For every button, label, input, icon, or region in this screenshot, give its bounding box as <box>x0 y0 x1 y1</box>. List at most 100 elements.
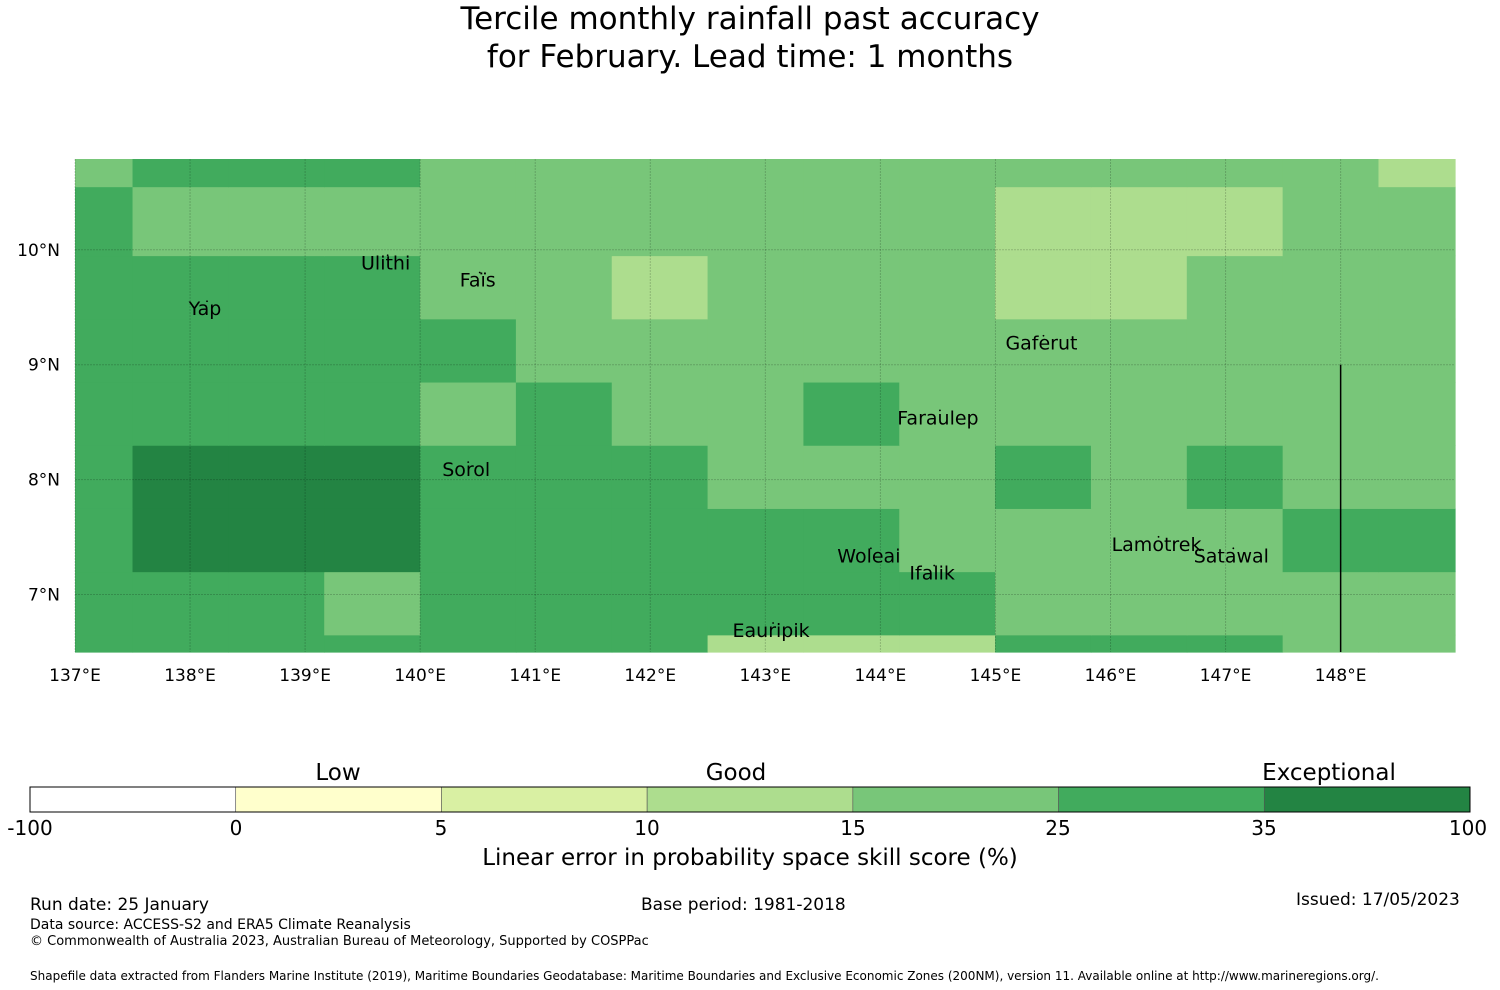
map-cell <box>1378 318 1456 383</box>
map-cell <box>75 381 134 446</box>
map-cell <box>75 445 134 509</box>
longitude-tick-label: 147°E <box>1200 666 1252 686</box>
longitude-tick-label: 137°E <box>49 666 101 686</box>
map-cell <box>899 445 996 509</box>
map-cell <box>132 159 229 188</box>
longitude-tick-label: 139°E <box>279 666 331 686</box>
place-label: Gaferut <box>1005 333 1077 355</box>
map-cell <box>228 634 325 653</box>
colorbar-title: Linear error in probability space skill … <box>482 845 1018 871</box>
map-cell <box>1378 381 1456 446</box>
colorbar-frame <box>29 786 1471 813</box>
map-cell <box>132 445 229 509</box>
island-marker <box>478 271 481 274</box>
map-cell <box>611 571 709 636</box>
map-cells <box>75 159 1456 653</box>
issued-date: Issued: 17/05/2023 <box>1296 890 1460 910</box>
map-cell <box>803 318 900 383</box>
map-cell <box>995 381 1092 446</box>
colorbar-swatch <box>235 786 442 813</box>
map-cell <box>611 508 709 573</box>
category-good-label: Good <box>705 760 767 786</box>
place-label: Lamotrek <box>1112 534 1202 556</box>
map-cell <box>515 634 613 653</box>
place-label: Ulithi <box>361 252 410 274</box>
map-cell <box>1282 571 1380 636</box>
map-cell <box>899 186 996 257</box>
map-cell <box>132 381 229 446</box>
longitude-tick-label: 142°E <box>624 666 676 686</box>
map-cell <box>1090 159 1188 188</box>
map-cell <box>515 571 613 636</box>
latitude-tick-label: 8°N <box>28 471 60 491</box>
map-cell <box>1378 508 1456 573</box>
colorbar-tick: 15 <box>840 816 866 840</box>
map-cell <box>324 634 421 653</box>
map-cell <box>1186 571 1284 636</box>
longitude-tick-label: 144°E <box>855 666 907 686</box>
map-cell <box>1186 318 1284 383</box>
map-cell <box>75 634 134 653</box>
island-marker <box>933 564 936 567</box>
copyright: © Commonwealth of Australia 2023, Austra… <box>30 934 649 949</box>
map-cell <box>515 445 613 509</box>
map-cell <box>1282 186 1380 257</box>
colorbar-tick: 100 <box>1448 816 1488 840</box>
map-cell <box>515 186 613 257</box>
map-cell <box>1186 508 1284 573</box>
place-labels: Ulithi Faïs Yap Gaferut Faraulep Sorol Woleai I… <box>188 252 1269 642</box>
map-cell <box>707 159 805 188</box>
colorbar-tick: 35 <box>1251 816 1277 840</box>
map-cell <box>899 318 996 383</box>
map-cell <box>995 318 1092 383</box>
map-cell <box>707 381 805 446</box>
map-cell <box>1282 445 1380 509</box>
map-cell <box>707 508 805 573</box>
map-cell <box>899 634 996 653</box>
map-cell <box>803 159 900 188</box>
island-marker <box>1157 535 1160 538</box>
map-cell <box>995 508 1092 573</box>
map-cell <box>899 159 996 188</box>
map-cell <box>803 381 900 446</box>
colorbar-swatch <box>29 786 237 813</box>
island-marker <box>1232 547 1235 550</box>
island-marker <box>1042 334 1045 337</box>
map-cell <box>611 255 709 320</box>
map-cell <box>515 381 613 446</box>
map-cell <box>899 508 996 573</box>
map-cell <box>707 445 805 509</box>
map-cell <box>611 186 709 257</box>
map-cell <box>1090 508 1188 573</box>
base-period: Base period: 1981-2018 <box>641 895 846 915</box>
longitude-tick-label: 145°E <box>970 666 1022 686</box>
longitude-tick-label: 148°E <box>1315 666 1367 686</box>
colorbar-swatch <box>852 786 1059 813</box>
map-cell <box>324 255 421 320</box>
map-cell <box>420 381 517 446</box>
map-cell <box>228 186 325 257</box>
map-cell <box>899 571 996 636</box>
map-cell <box>420 634 517 653</box>
map-cell <box>515 508 613 573</box>
map-cell <box>420 445 517 509</box>
map-cell <box>995 255 1092 320</box>
map-cell <box>324 508 421 573</box>
map-cell <box>228 255 325 320</box>
map-cell <box>132 318 229 383</box>
map-cell <box>75 255 134 320</box>
map-cell <box>995 445 1092 509</box>
map-cell <box>1378 445 1456 509</box>
map-cell <box>707 318 805 383</box>
map-cell <box>1090 186 1188 257</box>
colorbar-tick: 10 <box>634 816 660 840</box>
map-cell <box>995 634 1092 653</box>
map-cell <box>324 186 421 257</box>
map-cell <box>611 318 709 383</box>
colorbar-swatch <box>646 786 854 813</box>
map-cell <box>707 634 805 653</box>
map-cell <box>420 255 517 320</box>
map-cell <box>324 159 421 188</box>
colorbar-swatch <box>441 786 648 813</box>
map-cell <box>803 634 900 653</box>
